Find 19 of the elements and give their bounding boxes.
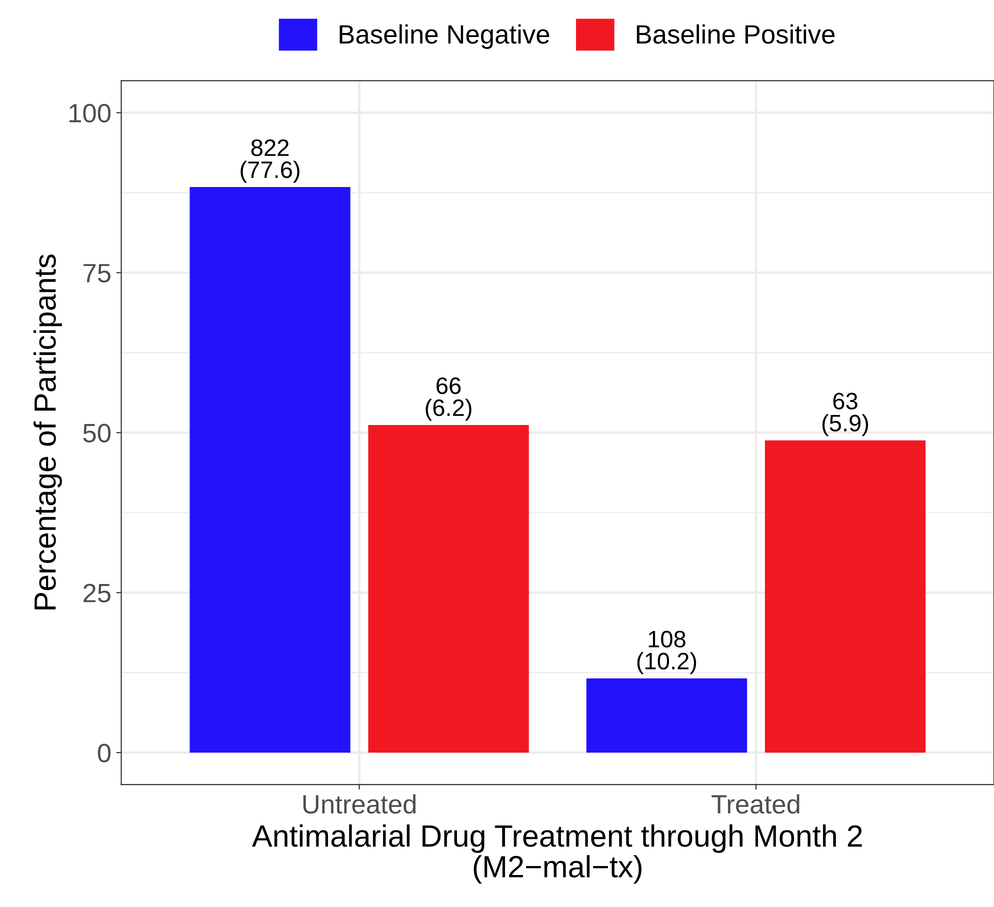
x-tick-label: Untreated [303,794,416,814]
x-axis-title: Antimalarial Drug Treatment through Month 2 (M2−mal−tx) [252,824,862,884]
annotation: 822 (77.6) [240,139,300,183]
bar [764,440,926,753]
bar [190,186,350,753]
x-tick-label: Treated [712,794,800,814]
y-axis-title: Percentage of Participants [33,254,62,610]
bar [368,424,529,753]
annotation: 66 (6.2) [426,377,472,421]
y-tick-label: 100 [70,104,111,123]
bar [586,678,748,753]
annotation: 108 (10.2) [637,630,696,674]
y-tick-label: 50 [83,424,111,442]
y-tick-label: 0 [98,744,111,762]
legend-label: Baseline Positive [636,24,835,44]
legend-label: Baseline Negative [340,24,550,49]
y-tick-label: 25 [84,584,110,602]
y-tick-label: 75 [84,264,110,282]
annotation: 63 (5.9) [822,392,868,436]
